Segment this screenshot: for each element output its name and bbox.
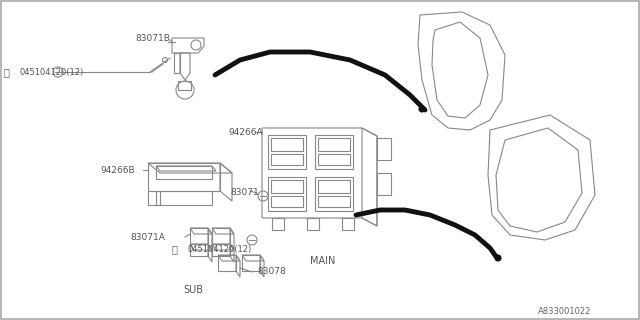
Text: 83078: 83078 <box>257 268 285 276</box>
Text: 94266B: 94266B <box>100 165 134 174</box>
Text: 83071B: 83071B <box>135 34 170 43</box>
Text: Ⓢ: Ⓢ <box>4 67 10 77</box>
Text: 045104120(12): 045104120(12) <box>19 68 83 76</box>
Text: SUB: SUB <box>183 285 203 295</box>
Text: MAIN: MAIN <box>310 256 335 266</box>
Text: 94266A: 94266A <box>228 127 262 137</box>
Text: Ⓢ: Ⓢ <box>172 244 178 254</box>
Text: A833001022: A833001022 <box>538 308 591 316</box>
Circle shape <box>495 255 501 261</box>
Text: 045104120(12): 045104120(12) <box>187 244 252 253</box>
Circle shape <box>419 106 425 112</box>
Bar <box>178 81 191 90</box>
Text: 83071A: 83071A <box>130 233 165 242</box>
Text: 83071: 83071 <box>230 188 259 196</box>
